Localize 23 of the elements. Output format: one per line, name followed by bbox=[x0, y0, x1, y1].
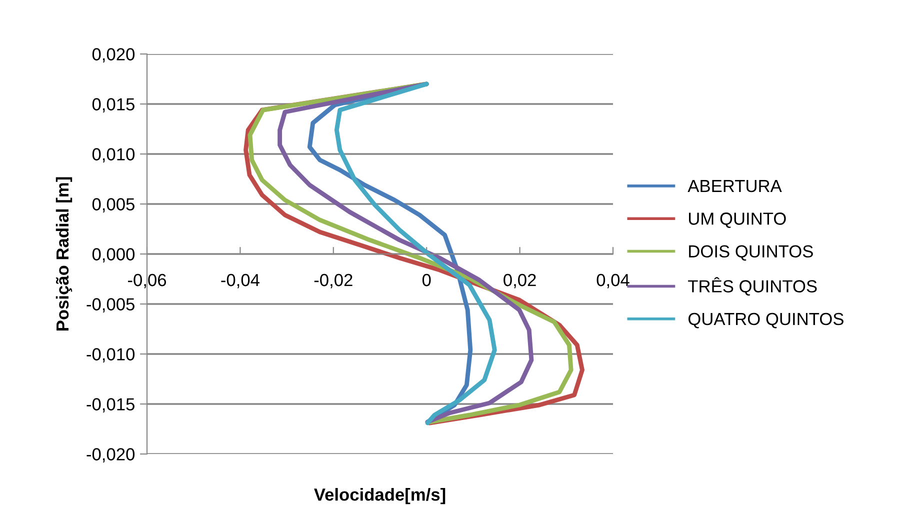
x-tick-label: -0,02 bbox=[314, 274, 352, 288]
x-tick-label: 0,04 bbox=[596, 274, 630, 288]
x-tick-label: -0,04 bbox=[221, 274, 260, 288]
x-tick-label: 0 bbox=[422, 274, 431, 286]
x-axis-title: Velocidade[m/s] bbox=[314, 488, 446, 504]
legend-label: TRÊS QUINTOS bbox=[688, 277, 817, 296]
y-tick-label: -0,010 bbox=[86, 348, 135, 363]
x-tick-label: 0,02 bbox=[504, 274, 536, 288]
y-tick-label: -0,020 bbox=[86, 448, 135, 463]
legend-label: DOIS QUINTOS bbox=[689, 245, 813, 261]
legend-label: QUATRO QUINTOS bbox=[688, 312, 844, 328]
legend-label: ABERTURA bbox=[688, 180, 782, 192]
y-tick-label: 0,005 bbox=[92, 198, 134, 213]
y-tick-label: -0,015 bbox=[86, 398, 134, 413]
y-axis-title: Posição Radial [m] bbox=[56, 177, 72, 330]
y-tick-label: 0,010 bbox=[92, 148, 135, 163]
y-tick-label: 0,015 bbox=[92, 98, 134, 113]
legend-label: UM QUINTO bbox=[688, 212, 786, 228]
y-tick-label: 0,000 bbox=[92, 248, 135, 263]
line-series bbox=[278, 82, 534, 424]
x-tick-label: -0,06 bbox=[128, 274, 166, 288]
y-tick-label: 0,020 bbox=[92, 48, 135, 63]
y-tick-label: -0,005 bbox=[86, 298, 134, 313]
